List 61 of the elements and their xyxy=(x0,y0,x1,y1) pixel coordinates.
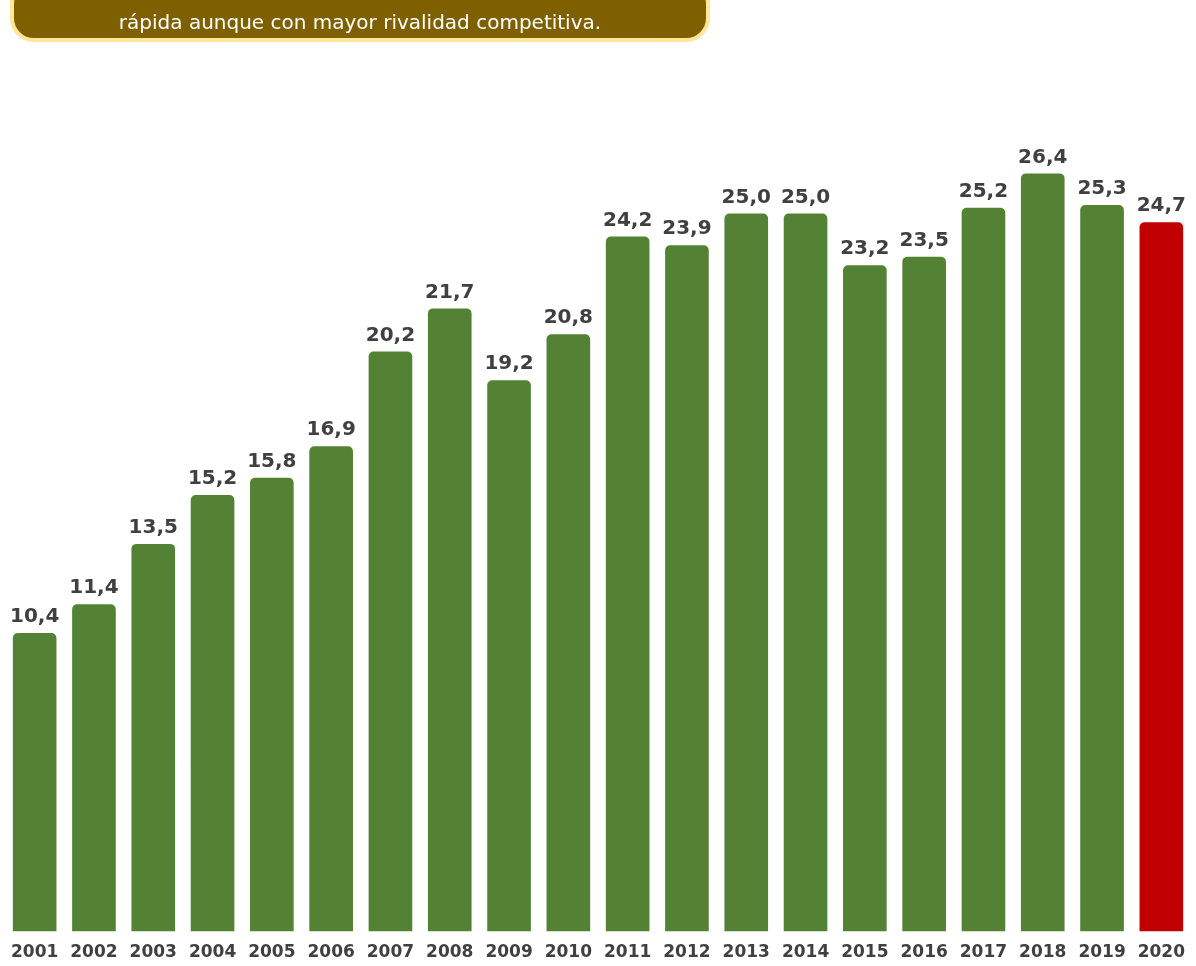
data-label: 21,7 xyxy=(425,278,475,303)
bar xyxy=(368,351,413,932)
x-tick-label: 2019 xyxy=(1078,941,1126,962)
x-tick-label: 2009 xyxy=(485,941,533,962)
x-tick-label: 2012 xyxy=(663,941,711,962)
x-tick-label: 2020 xyxy=(1137,941,1186,962)
x-tick-label: 2010 xyxy=(544,941,593,962)
bar xyxy=(783,213,828,932)
bar xyxy=(665,245,709,932)
data-label: 25,2 xyxy=(958,178,1009,203)
data-label: 24,7 xyxy=(1136,192,1187,217)
x-tick-label: 2011 xyxy=(603,941,652,962)
bar xyxy=(843,265,887,932)
data-label: 10,4 xyxy=(9,603,60,628)
x-tick-label: 2005 xyxy=(248,941,296,962)
data-label: 20,8 xyxy=(543,304,594,329)
bar xyxy=(1080,204,1124,932)
x-tick-label: 2004 xyxy=(188,941,237,962)
bar xyxy=(427,308,472,932)
x-tick-label: 2006 xyxy=(307,941,355,962)
x-tick-label: 2018 xyxy=(1019,941,1067,962)
x-tick-label: 2002 xyxy=(70,941,118,962)
x-tick-label: 2008 xyxy=(426,941,474,962)
bar xyxy=(1020,173,1065,932)
x-tick-label: 2017 xyxy=(959,941,1008,962)
data-label: 25,3 xyxy=(1077,175,1127,200)
bar xyxy=(546,334,591,932)
x-tick-label: 2015 xyxy=(841,941,889,962)
data-label: 23,2 xyxy=(840,235,890,260)
data-label: 15,8 xyxy=(247,448,297,473)
data-label: 25,0 xyxy=(721,183,771,208)
bar xyxy=(309,446,353,932)
bar xyxy=(724,213,769,932)
data-label: 25,0 xyxy=(780,183,831,208)
data-label: 15,2 xyxy=(187,465,238,490)
x-tick-label: 2007 xyxy=(366,941,415,962)
x-tick-label: 2016 xyxy=(900,941,948,962)
data-label: 26,4 xyxy=(1018,143,1068,168)
bar xyxy=(605,236,650,932)
data-label: 23,5 xyxy=(899,226,949,251)
bar xyxy=(131,543,176,932)
data-label: 24,2 xyxy=(602,206,653,231)
bar xyxy=(250,477,294,932)
data-label: 16,9 xyxy=(306,416,356,441)
data-label: 19,2 xyxy=(484,350,534,375)
bar xyxy=(902,256,946,932)
x-tick-label: 2014 xyxy=(781,941,830,962)
data-label: 23,9 xyxy=(662,215,712,240)
bar xyxy=(1139,222,1184,932)
chart-title: rápida aunque con mayor rivalidad competitiva. xyxy=(10,0,710,42)
bar xyxy=(190,495,235,932)
bar xyxy=(72,604,116,932)
bar xyxy=(487,380,531,932)
data-label: 11,4 xyxy=(69,574,119,599)
data-label: 20,2 xyxy=(365,321,416,346)
bar xyxy=(12,632,57,932)
x-tick-label: 2001 xyxy=(10,941,59,962)
x-tick-label: 2013 xyxy=(722,941,770,962)
bar xyxy=(961,207,1006,932)
x-tick-label: 2003 xyxy=(129,941,177,962)
data-label: 13,5 xyxy=(128,514,178,539)
